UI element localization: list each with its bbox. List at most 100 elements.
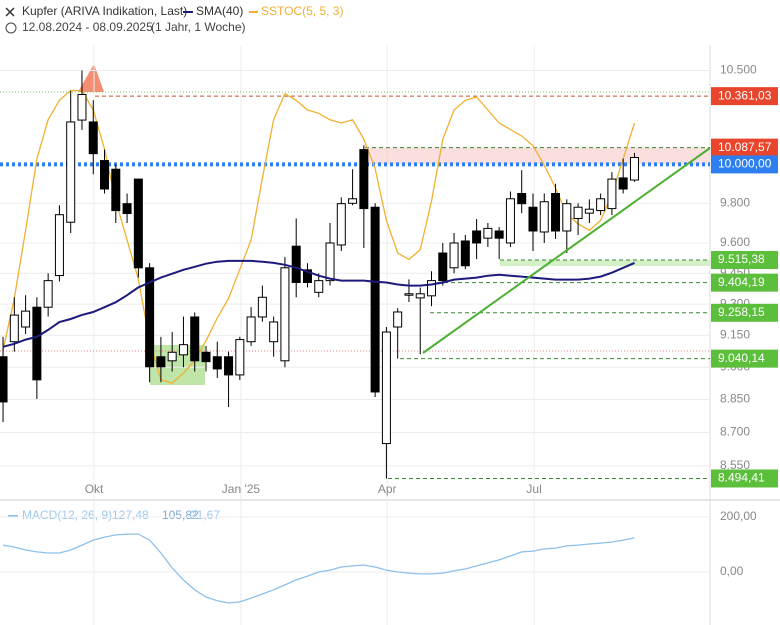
candle-body <box>449 242 459 269</box>
y-tick-label: 0,00 <box>720 564 744 578</box>
candle-body <box>212 356 222 370</box>
level-label: 10.000,00 <box>718 157 772 171</box>
candle-body <box>584 208 594 214</box>
candle-body <box>122 203 132 215</box>
level-label: 10.087,57 <box>718 140 772 154</box>
candle-body <box>190 316 200 362</box>
level-label: 9.404,19 <box>718 275 765 289</box>
candle-body <box>438 252 448 282</box>
level-label: 10.361,03 <box>718 88 772 102</box>
chart-title: Kupfer (ARIVA Indikation, Last) <box>22 4 187 18</box>
candle-body <box>336 203 346 246</box>
trend-line <box>422 147 711 354</box>
y-tick-label: 8.550 <box>720 458 750 472</box>
candle-body <box>404 293 414 296</box>
candle-body <box>517 192 527 205</box>
candle-body <box>551 192 561 232</box>
candle-body <box>618 177 628 190</box>
candle-body <box>66 121 76 223</box>
candle-body <box>280 267 290 362</box>
candle-body <box>111 168 121 212</box>
x-tick-label: Jan '25 <box>222 482 261 496</box>
y-tick-label: 200,00 <box>720 509 757 523</box>
candle-body <box>325 242 335 282</box>
candle-body <box>0 356 8 403</box>
candle-body <box>415 293 425 299</box>
candle-body <box>156 356 166 368</box>
macd-line <box>2 533 635 604</box>
level-badge <box>711 155 778 174</box>
x-tick-label: Jul <box>526 482 541 496</box>
candle-body <box>393 311 403 328</box>
candle-body <box>427 280 437 297</box>
candle-body <box>302 269 312 283</box>
candle-body <box>483 227 493 239</box>
candle-body <box>539 201 549 233</box>
level-label: 8.494,41 <box>718 471 765 485</box>
y-tick-label: 9.150 <box>720 328 750 342</box>
candle-body <box>629 156 639 181</box>
legend-label: SSTOC(5, 5, 3) <box>261 4 343 18</box>
plot: Okt Jan '25 Apr Jul10.5009.8009.6009.4509.3… <box>0 45 778 625</box>
legend-value: 105,82 <box>162 508 199 522</box>
candle-body <box>359 149 369 210</box>
candle-body <box>269 321 279 343</box>
candle-body <box>133 178 143 269</box>
candle-body <box>505 198 515 244</box>
candle-body <box>314 280 324 293</box>
candle-body <box>235 339 245 376</box>
level-badge <box>711 251 778 270</box>
y-tick-label: 8.700 <box>720 425 750 439</box>
legend-value: 21,67 <box>190 508 220 522</box>
level-label: 9.040,14 <box>718 351 765 365</box>
y-tick-label: 9.800 <box>720 195 750 209</box>
candle-body <box>9 314 19 343</box>
candle-body <box>43 280 53 308</box>
candle-body <box>178 344 188 356</box>
level-badge <box>711 87 778 106</box>
y-tick-label: 9.600 <box>720 235 750 249</box>
candle-body <box>472 230 482 244</box>
period: (1 Jahr, 1 Woche) <box>151 20 246 34</box>
candle-body <box>460 240 470 267</box>
candle-body <box>257 296 267 318</box>
candle-body <box>381 331 391 445</box>
icon <box>5 22 17 34</box>
candle-body <box>494 230 504 239</box>
level-label: 9.515,38 <box>718 252 765 266</box>
level-badge <box>711 303 778 322</box>
candle-body <box>21 310 31 328</box>
candle-body <box>54 214 64 277</box>
candle-body <box>348 198 358 204</box>
x-tick-label: Okt <box>85 482 104 496</box>
candle-body <box>201 351 211 363</box>
candle-body <box>596 198 606 212</box>
y-tick-label: 10.500 <box>720 63 757 77</box>
candle-body <box>573 206 583 219</box>
icon <box>5 7 15 17</box>
level-badge <box>711 469 778 488</box>
highlight-zone <box>78 64 104 92</box>
candle-body <box>167 351 177 362</box>
candle-body <box>370 206 380 393</box>
candle-body <box>77 93 87 121</box>
level-badge <box>711 138 778 157</box>
legend-label: MACD(12, 26, 9) <box>22 508 112 522</box>
resistance-zone <box>365 147 710 165</box>
level-label: 9.258,15 <box>718 305 765 319</box>
date-range: 12.08.2024 - 08.09.2025 <box>22 20 153 34</box>
candle-body <box>562 203 572 232</box>
level-badge <box>711 273 778 292</box>
candle-body <box>88 121 98 155</box>
candle-body <box>100 160 110 190</box>
candle-body <box>528 206 538 232</box>
candle-body <box>246 316 256 343</box>
candle-body <box>32 306 42 381</box>
candle-body <box>224 356 234 376</box>
level-badge <box>711 349 778 368</box>
candle-body <box>607 178 617 210</box>
candle-body <box>145 267 155 368</box>
x-tick-label: Apr <box>378 482 397 496</box>
